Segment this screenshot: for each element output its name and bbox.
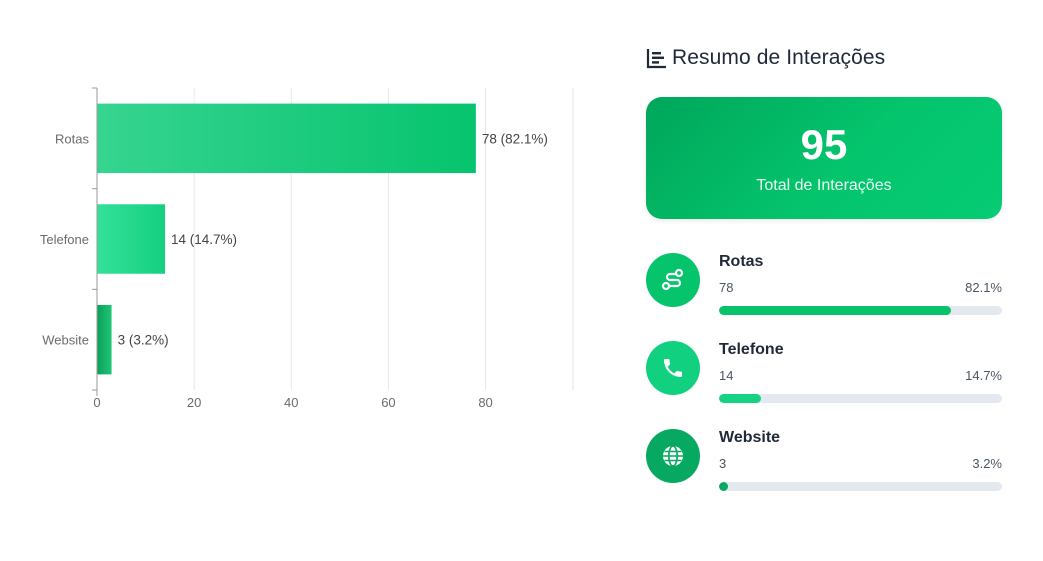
phone-icon [664,359,682,377]
summary-panel: Resumo de Interações 95 Total de Interaç… [646,40,1002,491]
progress-fill [719,394,761,403]
y-tick-label: Telefone [40,232,89,247]
x-tick-label: 80 [478,395,492,410]
bar-chart-icon [646,47,668,69]
route-icon [661,268,684,291]
globe-icon [663,445,683,467]
x-tick-label: 0 [93,395,100,410]
item-count: 3 [719,456,727,471]
summary-avatar [646,429,700,483]
progress-fill [719,482,729,491]
progress-fill [719,306,952,315]
item-count: 14 [719,368,734,383]
x-tick-label: 60 [381,395,395,410]
summary-item-telefone: Telefone 14 14.7% [646,341,1002,405]
summary-avatar [646,341,700,395]
data-label: 3 (3.2%) [118,333,169,348]
bar-rotas [97,103,476,174]
x-tick-label: 40 [284,395,298,410]
bars [97,103,476,375]
data-label: 14 (14.7%) [171,232,237,247]
total-value: 95 [800,121,848,168]
bar-website [97,304,112,375]
total-card: 95 Total de Interações [646,97,1002,219]
total-label: Total de Interações [756,177,892,194]
bar-chart: 0 20 40 60 80 Rotas 78 (82.1%) Telefone 14 (14.7… [40,87,574,410]
y-tick-label: Rotas [55,131,89,146]
axes [92,87,98,396]
summary-avatar [646,253,700,307]
labels: 0 20 40 60 80 Rotas 78 (82.1%) Telefone 14 (14.7… [40,131,548,410]
item-percent: 82.1% [965,280,1002,295]
summary-item-website: Website 3 3.2% [646,429,1002,493]
item-name: Rotas [719,253,764,270]
item-percent: 14.7% [965,368,1002,383]
x-tick-label: 20 [187,395,201,410]
summary-title: Resumo de Interações [672,46,886,69]
progress-track [719,482,1002,491]
item-name: Website [719,429,781,446]
summary-header: Resumo de Interações [646,40,1002,76]
item-percent: 3.2% [972,456,1002,471]
item-name: Telefone [719,341,784,358]
progress-track [719,306,1002,315]
bar-telefone [97,204,165,274]
y-tick-label: Website [42,333,89,348]
summary-item-rotas: Rotas 78 82.1% [646,253,1002,317]
item-count: 78 [719,280,734,295]
progress-track [719,394,1002,403]
data-label: 78 (82.1%) [482,131,548,146]
